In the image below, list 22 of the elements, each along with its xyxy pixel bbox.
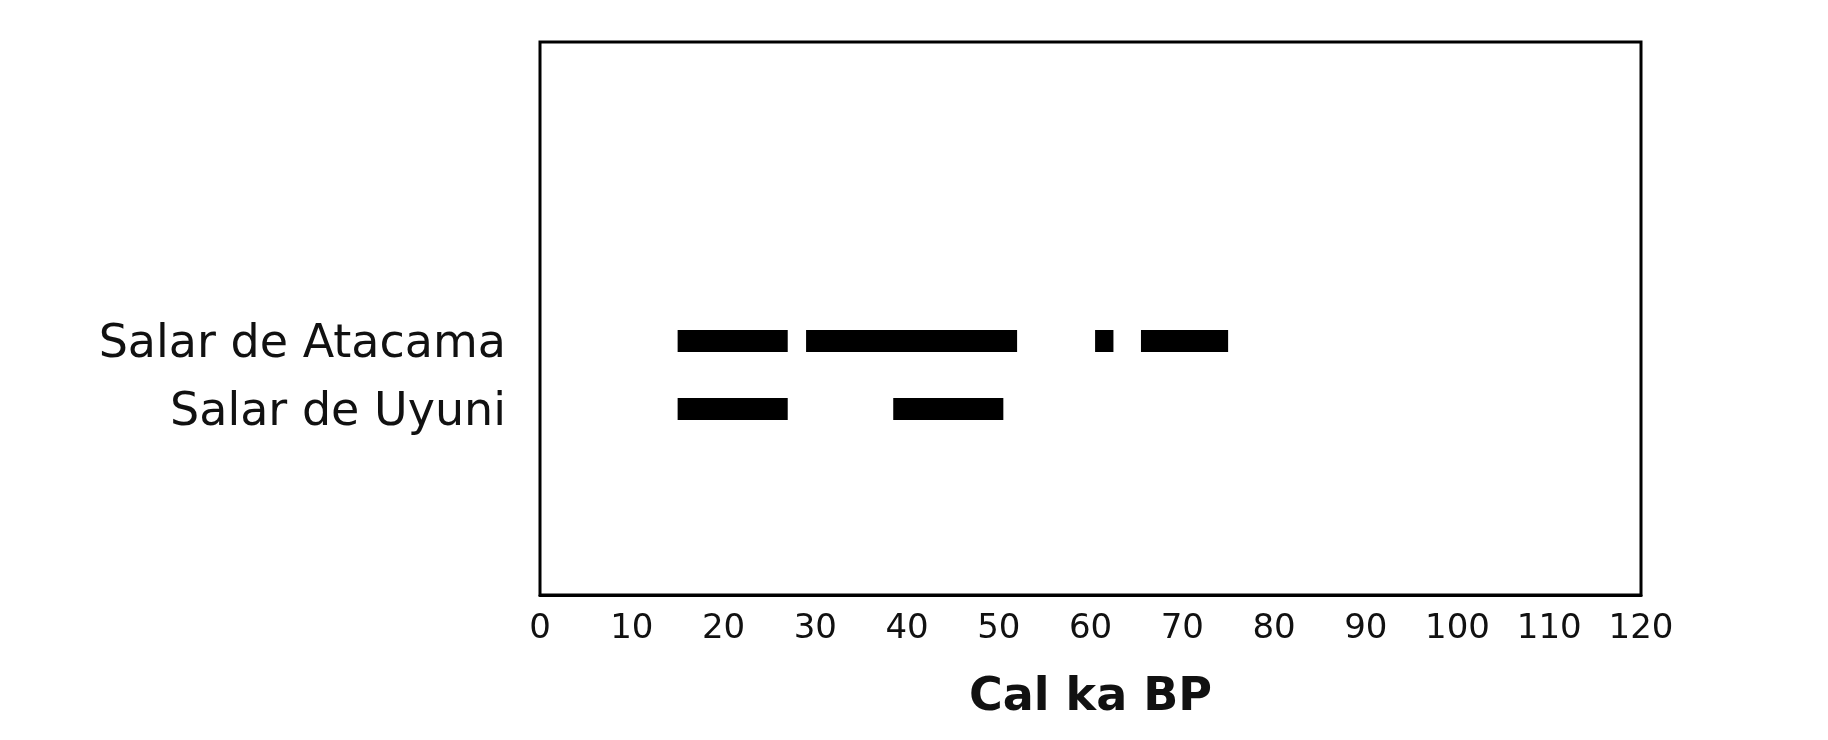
bar bbox=[1140, 330, 1229, 352]
x-tick-label: 60 bbox=[1068, 606, 1113, 646]
x-tick-label: 80 bbox=[1252, 606, 1296, 646]
x-tick-label: 20 bbox=[701, 606, 746, 646]
x-tick-label: 0 bbox=[529, 606, 551, 646]
x-tick-label: 70 bbox=[1160, 606, 1204, 646]
y-tick-label: Salar de Atacama bbox=[98, 314, 506, 368]
bar bbox=[806, 330, 1018, 352]
x-tick-label: 50 bbox=[977, 606, 1021, 646]
x-tick-label: 90 bbox=[1344, 606, 1388, 646]
x-tick-label: 120 bbox=[1608, 606, 1674, 646]
x-tick-label: 30 bbox=[793, 606, 837, 646]
x-tick-label: 10 bbox=[610, 606, 654, 646]
y-tick-label: Salar de Uyuni bbox=[170, 382, 506, 436]
x-axis-title: Cal ka BP bbox=[968, 667, 1213, 721]
bar bbox=[677, 398, 788, 420]
x-tick-label: 100 bbox=[1425, 606, 1490, 646]
bar bbox=[1095, 330, 1114, 352]
bar bbox=[677, 330, 788, 352]
bar bbox=[893, 398, 1004, 420]
x-tick-label: 110 bbox=[1516, 606, 1582, 646]
x-tick-label: 40 bbox=[885, 606, 929, 646]
